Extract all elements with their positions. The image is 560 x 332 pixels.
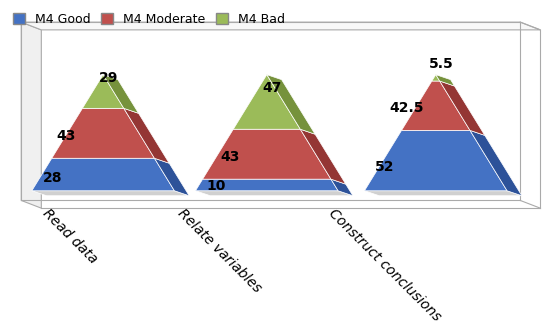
Polygon shape [331,179,353,196]
Text: Relate variables: Relate variables [175,206,264,295]
Text: 29: 29 [99,71,118,85]
Text: Read data: Read data [40,206,100,266]
Text: Construct conclusions: Construct conclusions [326,206,444,324]
Text: 52: 52 [375,160,395,174]
Polygon shape [155,158,189,196]
Polygon shape [470,130,522,196]
Polygon shape [300,129,346,184]
Text: 43: 43 [221,150,240,164]
Text: 43: 43 [57,129,76,143]
Polygon shape [203,129,331,179]
Polygon shape [82,75,124,108]
Polygon shape [436,75,455,86]
Text: 42.5: 42.5 [389,101,424,115]
Polygon shape [432,75,440,81]
Polygon shape [402,81,470,130]
Polygon shape [21,22,540,30]
Polygon shape [195,191,353,196]
Polygon shape [365,191,522,196]
Polygon shape [195,179,338,191]
Polygon shape [52,108,155,158]
Text: 47: 47 [263,81,282,95]
Polygon shape [124,108,169,163]
Polygon shape [21,22,41,208]
Polygon shape [103,75,138,113]
Legend: M4 Good, M4 Moderate, M4 Bad: M4 Good, M4 Moderate, M4 Bad [9,9,289,30]
Polygon shape [440,81,485,135]
Polygon shape [32,191,189,196]
Text: 28: 28 [43,171,62,185]
Polygon shape [234,75,300,129]
Text: 10: 10 [206,179,226,193]
Text: 5.5: 5.5 [428,57,454,71]
Polygon shape [267,75,315,134]
Polygon shape [32,158,174,191]
Polygon shape [365,130,507,191]
